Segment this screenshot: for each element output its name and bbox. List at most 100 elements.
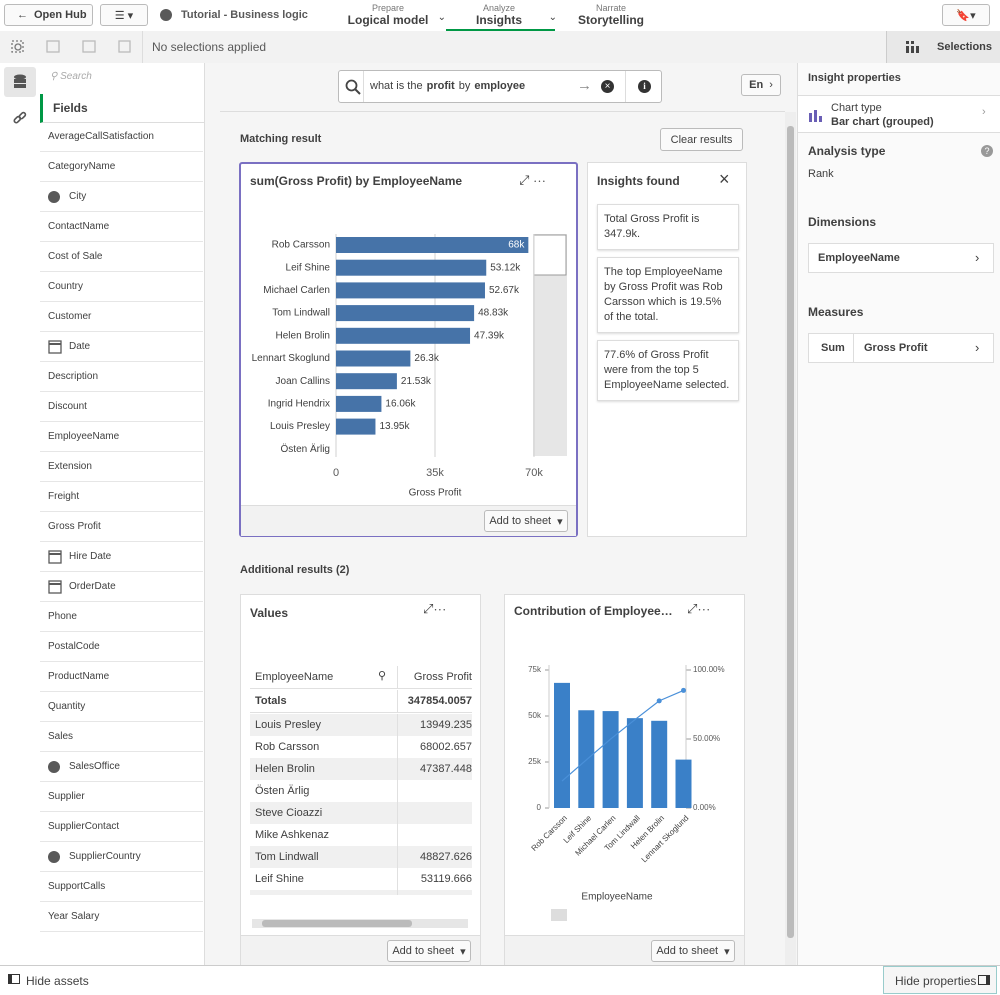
field[interactable]: SupplierContact — [40, 812, 203, 842]
table-row: Louis Presley13949.235 — [250, 714, 472, 737]
scroll-thumb[interactable] — [787, 126, 794, 938]
field[interactable]: Date — [40, 332, 203, 362]
field[interactable]: Freight — [40, 482, 203, 512]
field[interactable]: OrderDate — [40, 572, 203, 602]
category-label: Östen Ärlig — [281, 443, 330, 455]
field[interactable]: Hire Date — [40, 542, 203, 572]
col-divider — [397, 780, 398, 802]
category-label: Louis Presley — [270, 421, 330, 432]
field[interactable]: Year Salary — [40, 902, 203, 932]
col-divider — [397, 824, 398, 846]
field[interactable]: Customer — [40, 302, 203, 332]
col-divider — [397, 890, 398, 895]
field[interactable]: CategoryName — [40, 152, 203, 182]
bookmark-button[interactable]: 🔖▾ — [942, 4, 990, 26]
link-icon[interactable] — [12, 111, 28, 127]
x-tick-label: 35k — [426, 467, 444, 479]
hide-assets[interactable]: Hide assets — [8, 974, 89, 988]
field-name: SupplierContact — [48, 821, 119, 832]
expand: ⤢ ⋯ — [519, 172, 546, 187]
hide-properties[interactable]: Hide properties — [883, 966, 997, 994]
field-name: Freight — [48, 491, 79, 502]
field[interactable]: EmployeeName — [40, 422, 203, 452]
minimap-window — [534, 235, 566, 275]
insight-list: Total Gross Profit is 347.9k.The top Emp… — [597, 204, 739, 401]
info-button[interactable]: i — [638, 80, 651, 93]
close-insights[interactable]: × — [719, 169, 730, 190]
tab[interactable]: NarrateStorytelling — [551, 0, 671, 31]
field[interactable]: SupplierCountry — [40, 842, 203, 872]
field[interactable]: Supplier — [40, 782, 203, 812]
bar — [336, 373, 397, 389]
menu-button[interactable]: ☰ ▾ — [100, 4, 148, 26]
tab[interactable]: PrepareLogical model⌄ — [328, 0, 448, 31]
field[interactable]: AverageCallSatisfaction — [40, 122, 203, 152]
field[interactable]: PostalCode — [40, 632, 203, 662]
field-name: ProductName — [48, 671, 109, 682]
field[interactable]: City — [40, 182, 203, 212]
combo-card: Contribution of Employee…025k50k75k0.00%… — [504, 594, 745, 965]
search-fields[interactable]: ⚲ Search — [50, 71, 92, 82]
add-to-sheet[interactable]: Add to sheet▾ — [651, 940, 735, 962]
v-scrollbar[interactable] — [785, 112, 796, 965]
field[interactable]: SalesOffice — [40, 752, 203, 782]
open-hub-button[interactable]: ←Open Hub — [4, 4, 93, 26]
help[interactable]: ? — [981, 145, 993, 157]
field[interactable]: Sales — [40, 722, 203, 752]
value-label: 52.67k — [489, 285, 520, 296]
bar-icon — [808, 108, 822, 122]
field[interactable]: Extension — [40, 452, 203, 482]
field[interactable]: Cost of Sale — [40, 242, 203, 272]
data-tab[interactable] — [4, 67, 36, 97]
calendar — [49, 551, 61, 563]
table: EmployeeNameGross Profit⚲Totals347854.00… — [250, 665, 472, 895]
cell: 347854.0057 — [402, 695, 472, 707]
submit-arrow[interactable]: → — [577, 77, 592, 94]
calendar-icon — [48, 340, 69, 354]
tab[interactable]: AnalyzeInsights⌄ — [439, 0, 559, 31]
clear-query[interactable]: × — [601, 80, 614, 93]
fields-title: Fields — [40, 94, 214, 123]
field-name: Cost of Sale — [48, 251, 102, 262]
field[interactable]: Gross Profit — [40, 512, 203, 542]
field[interactable]: ProductName — [40, 662, 203, 692]
chart-type-row[interactable]: Chart type Bar chart (grouped) › — [798, 95, 1000, 133]
category-label: Joan Callins — [276, 376, 330, 387]
col-divider — [397, 758, 398, 780]
search-bar[interactable]: what is theprofitbyemployee → × i — [338, 70, 662, 103]
cell: Steve Cioazzi — [255, 807, 322, 819]
add-to-sheet[interactable]: Add to sheet▾ — [484, 510, 568, 532]
expand[interactable]: ⤢⋯ — [687, 601, 710, 617]
value-label: 16.06k — [385, 399, 416, 410]
line-point — [657, 698, 662, 703]
field[interactable]: ContactName — [40, 212, 203, 242]
field[interactable]: Quantity — [40, 692, 203, 722]
language-button[interactable]: En› — [741, 74, 781, 96]
field[interactable]: Discount — [40, 392, 203, 422]
combo-chart: Contribution of Employee…025k50k75k0.00%… — [505, 595, 744, 935]
dimension-row[interactable]: EmployeeName › — [808, 243, 994, 273]
cell: Totals — [255, 695, 287, 707]
clear-results[interactable]: Clear results — [660, 128, 743, 151]
header-row: EmployeeNameGross Profit — [250, 666, 472, 689]
field[interactable]: SupportCalls — [40, 872, 203, 902]
bar — [336, 351, 410, 367]
measure-row[interactable]: Sum Gross Profit › — [808, 333, 994, 363]
scroll-thumb[interactable] — [262, 920, 412, 927]
field[interactable]: Description — [40, 362, 203, 392]
field[interactable]: Country — [40, 272, 203, 302]
field-name: ContactName — [48, 221, 109, 232]
selections-button[interactable]: Selections — [886, 31, 1000, 63]
expand[interactable]: ⤢⋯ — [423, 601, 446, 617]
line-point — [681, 688, 686, 693]
bar — [627, 718, 643, 808]
tab-label: Logical model — [328, 13, 448, 27]
measure: Gross Profit — [864, 342, 928, 354]
matching-card[interactable]: sum(Gross Profit) by EmployeeName⤢ ⋯035k… — [239, 162, 578, 537]
divider — [220, 111, 785, 112]
h-scrollbar[interactable] — [252, 919, 468, 928]
chart-title: sum(Gross Profit) by EmployeeName — [250, 174, 462, 188]
y2-tick-label: 100.00% — [693, 665, 725, 674]
field[interactable]: Phone — [40, 602, 203, 632]
add-to-sheet[interactable]: Add to sheet▾ — [387, 940, 471, 962]
